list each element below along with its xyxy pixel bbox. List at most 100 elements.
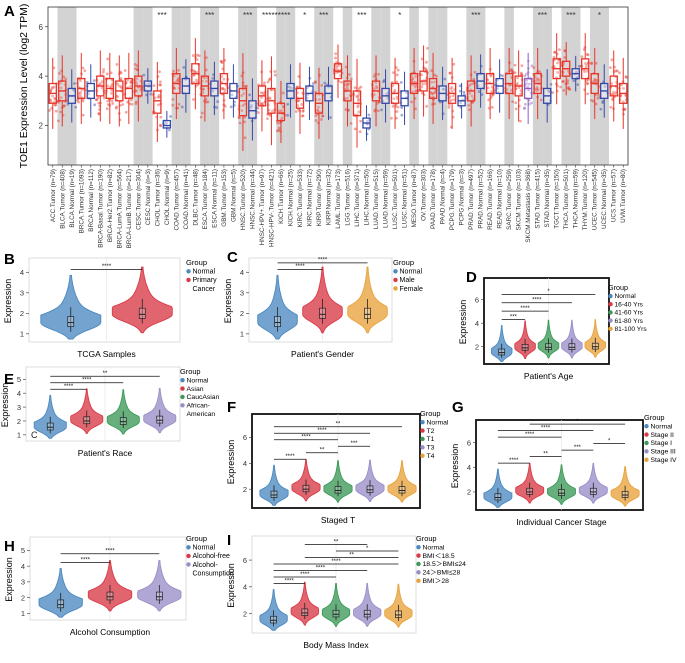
panel-a-shade <box>209 7 220 165</box>
panel-a-point <box>496 78 499 82</box>
panel-a-point <box>313 80 317 84</box>
panel-a-xtick-label: PCPG.Tumor (n=179) <box>449 169 456 230</box>
legend-entry: Alcohol-free <box>193 553 230 560</box>
panel-a-point <box>585 53 589 56</box>
panel-a-point <box>109 71 113 75</box>
legend-key <box>420 419 425 425</box>
panel-a-point <box>450 89 454 93</box>
legend-key <box>393 286 398 291</box>
panel-ytick-label: 5 <box>21 546 25 555</box>
panel-a-point <box>129 79 133 83</box>
panel-a-point <box>106 99 110 103</box>
panel-a-point <box>100 80 104 84</box>
panel-a-point <box>420 91 424 95</box>
panel-a-point <box>518 119 522 123</box>
panel-a-point <box>375 84 378 88</box>
panel-ylabel: Expression <box>223 279 233 324</box>
panel-a-point <box>56 119 60 123</box>
panel-a-point <box>520 73 523 77</box>
panel-a-point <box>547 90 551 93</box>
panel-a-point <box>314 119 318 122</box>
panel-a-point <box>420 73 424 77</box>
legend-key <box>180 377 185 383</box>
panel-a-point <box>559 85 562 89</box>
panel-a-point <box>54 109 58 113</box>
panel-a-point <box>110 99 114 102</box>
panel-a-point <box>301 110 305 113</box>
panel-letter: C <box>227 249 238 266</box>
panel-a-point <box>505 88 509 91</box>
panel-a-xtick-label: READ.Normal (n=10) <box>497 169 504 229</box>
panel-a-significance: * <box>598 11 601 20</box>
panel-a-point <box>205 79 208 83</box>
panel-a-point <box>522 106 526 110</box>
panel-xlabel: Patient's Gender <box>291 349 354 359</box>
panel-a-point <box>51 94 55 98</box>
panel-frame <box>29 536 187 621</box>
panel-a-point <box>393 90 396 94</box>
panel-a-significance: *** <box>205 11 214 20</box>
significance-label: **** <box>520 306 530 312</box>
panel-a-point <box>420 85 424 89</box>
panel-a-ytick-label: 2 <box>39 122 44 131</box>
panel-a-point <box>452 62 456 66</box>
legend-key <box>180 403 185 408</box>
panel-a-point <box>49 89 52 93</box>
panel-a-xtick-label: BRCA-LumA.Tumor (n=564) <box>116 169 123 248</box>
legend-entry: Stage III <box>651 449 676 456</box>
panel-a-significance: *** <box>566 11 575 20</box>
panel-a-point <box>176 78 180 82</box>
legend-key <box>608 310 613 315</box>
panel-a-point <box>572 79 576 83</box>
legend-entry: CaucAsian <box>187 394 220 401</box>
panel-a-point <box>448 95 452 98</box>
panel-frame <box>475 419 644 511</box>
panel-a-point <box>157 95 161 99</box>
panel-a-xtick-label: THYM.Tumor (n=120) <box>582 169 589 230</box>
violin-box <box>568 343 576 350</box>
panel-a-point <box>273 70 277 73</box>
panel-a-point <box>447 105 451 109</box>
panel-a-xtick-label: CESC.Tumor (n=304) <box>135 169 142 230</box>
legend-title: Group <box>420 409 441 418</box>
panel-a-significance: *** <box>319 11 328 20</box>
panel-a-point <box>97 112 101 116</box>
significance-label: ** <box>320 448 325 454</box>
panel-a-point <box>487 98 491 102</box>
panel-a-point <box>594 61 598 65</box>
panel-a-point <box>286 113 290 117</box>
panel-a-point <box>53 103 57 107</box>
legend-entry: Normal <box>427 419 449 426</box>
panel-ytick-label: 2 <box>467 488 471 497</box>
panel-a-point <box>238 121 242 125</box>
panel-a-point <box>380 108 383 112</box>
panel-a-point <box>373 109 377 113</box>
panel-a-point <box>57 100 61 104</box>
panel-a-point <box>171 97 175 101</box>
panel-a-point <box>199 115 203 119</box>
legend-key <box>608 302 613 307</box>
panel-a-point <box>126 78 130 82</box>
violin-box <box>332 609 340 618</box>
violin-box <box>545 343 552 350</box>
panel-a-point <box>366 119 369 123</box>
panel-a-point <box>335 65 339 69</box>
panel-a-point <box>260 102 263 105</box>
violin-box <box>334 486 342 494</box>
panel-a-point <box>118 84 121 88</box>
legend-entry: American <box>187 411 216 418</box>
panel-a-point <box>115 105 119 109</box>
panel-a-point <box>519 92 523 96</box>
panel-a-point <box>614 69 618 73</box>
panel-a-point <box>349 77 353 81</box>
panel-a-box <box>248 100 257 119</box>
panel-a-significance: * <box>398 11 401 20</box>
panel-a-point <box>263 81 266 85</box>
panel-a-point <box>345 85 349 89</box>
panel-a-point <box>223 88 227 92</box>
panel-letter: D <box>466 269 477 286</box>
legend-key <box>393 269 398 274</box>
significance-label: **** <box>64 384 74 390</box>
panel-a-point <box>585 63 589 67</box>
